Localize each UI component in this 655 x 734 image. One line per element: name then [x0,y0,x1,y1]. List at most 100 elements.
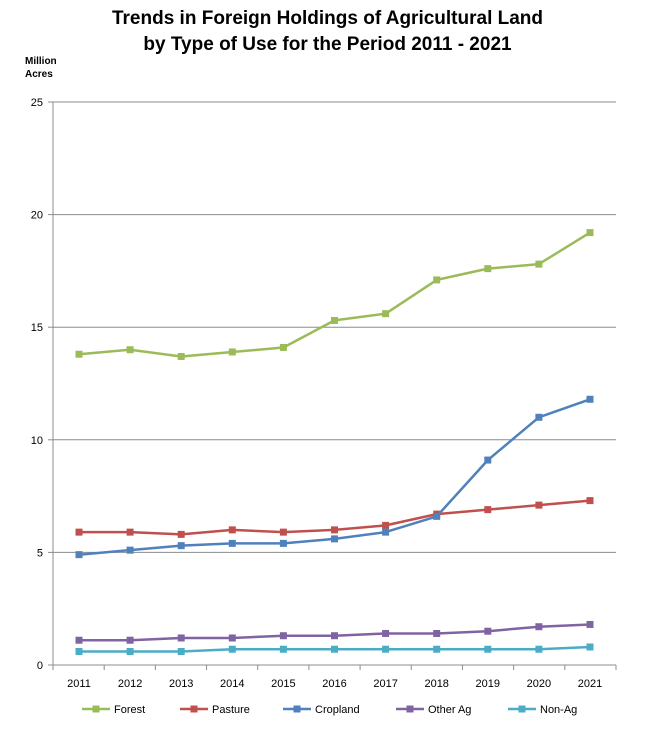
x-tick-label-2020: 2020 [527,678,551,690]
data-point-pasture-2015 [279,528,287,536]
legend-label-other-ag: Other Ag [428,704,471,716]
series-non-ag [75,643,594,655]
data-point-pasture-2017 [382,521,390,529]
data-point-forest-2021 [586,229,594,237]
chart-title: Trends in Foreign Holdings of Agricultur… [0,6,655,58]
x-tick-label-2013: 2013 [169,678,193,690]
data-point-cropland-2020 [535,413,543,421]
series-other-ag [75,620,594,644]
y-tick-label-5: 5 [37,547,43,559]
series-pasture [75,497,594,538]
legend-label-cropland: Cropland [315,704,360,716]
legend-swatch-marker-pasture [190,705,198,713]
y-tick-label-15: 15 [31,322,43,334]
data-point-non-ag-2013 [177,647,185,655]
legend-swatch-marker-non-ag [518,705,526,713]
y-tick-label-20: 20 [31,210,43,222]
y-axis-label-line-2: Acres [25,69,53,80]
x-tick-label-2015: 2015 [271,678,295,690]
chart-title-line-1: Trends in Foreign Holdings of Agricultur… [111,8,544,29]
x-tick-label-2017: 2017 [373,678,397,690]
data-point-non-ag-2020 [535,645,543,653]
data-point-pasture-2013 [177,530,185,538]
data-point-cropland-2017 [382,528,390,536]
data-point-non-ag-2018 [433,645,441,653]
data-point-cropland-2011 [75,551,83,559]
data-point-pasture-2016 [331,526,338,534]
y-axis-label: Million Acres [25,55,85,81]
data-point-cropland-2015 [279,539,287,547]
data-point-non-ag-2014 [228,645,236,653]
y-tick-label-10: 10 [31,435,43,447]
data-point-forest-2020 [535,260,543,268]
x-tick-label-2018: 2018 [424,678,448,690]
series-cropland [75,395,594,559]
data-point-pasture-2020 [535,501,543,509]
data-point-pasture-2012 [126,528,134,536]
data-point-other-ag-2014 [228,634,236,642]
data-point-forest-2012 [126,346,134,354]
data-point-cropland-2016 [331,535,338,543]
chart-title-line-2: by Type of Use for the Period 2011 - 202… [143,34,512,55]
y-axis-label-line-1: Million [25,56,57,67]
data-point-forest-2014 [228,348,236,356]
data-point-other-ag-2020 [535,623,543,631]
series-line-forest [78,231,591,358]
y-tick-label-0: 0 [37,660,43,672]
x-tick-labels: 2011 2012 2013 2014 2015 2016 2017 2018 2019 2020… [67,678,602,690]
data-point-other-ag-2017 [382,629,390,637]
legend-item-other-ag: Other Ag [396,704,471,716]
data-point-other-ag-2015 [279,632,287,640]
data-point-forest-2015 [279,343,287,351]
data-point-non-ag-2012 [126,647,134,655]
legend-item-pasture: Pasture [180,704,250,716]
data-point-other-ag-2019 [484,627,492,635]
data-point-non-ag-2017 [382,645,390,653]
data-point-forest-2013 [177,352,185,360]
legend-label-pasture: Pasture [212,704,250,716]
data-point-non-ag-2021 [586,643,594,651]
data-point-other-ag-2012 [126,636,134,644]
series-forest [75,229,594,360]
x-tick-label-2021: 2021 [578,678,602,690]
data-point-forest-2017 [382,310,390,318]
x-tick-label-2016: 2016 [322,678,346,690]
data-point-cropland-2013 [177,542,185,550]
data-point-forest-2019 [484,265,492,273]
data-point-forest-2016 [331,316,338,324]
series-lines [75,229,594,655]
data-point-cropland-2018 [433,512,441,520]
x-tick-label-2019: 2019 [476,678,500,690]
x-tick-label-2012: 2012 [118,678,142,690]
y-tick-label-25: 25 [31,97,43,109]
y-tick-labels: 0 5 10 15 20 25 [31,97,43,672]
legend-item-forest: Forest [82,704,145,716]
data-point-pasture-2011 [75,528,83,536]
data-point-other-ag-2016 [331,632,338,640]
data-point-cropland-2012 [126,546,134,554]
legend: Forest Pasture Cropland Other Ag Non-Ag [82,704,577,716]
data-point-non-ag-2011 [75,647,83,655]
data-point-other-ag-2018 [433,629,441,637]
data-point-forest-2018 [433,276,441,284]
gridlines [48,101,616,666]
data-point-cropland-2021 [586,395,594,403]
x-tick-label-2014: 2014 [220,678,244,690]
x-tick-label-2011: 2011 [67,678,91,690]
data-point-pasture-2019 [484,506,492,514]
legend-item-cropland: Cropland [283,704,360,716]
data-point-non-ag-2015 [279,645,287,653]
data-point-other-ag-2021 [586,620,594,628]
data-point-forest-2011 [75,350,83,358]
data-point-cropland-2014 [228,539,236,547]
data-point-other-ag-2011 [75,636,83,644]
legend-swatch-marker-forest [92,705,100,713]
legend-item-non-ag: Non-Ag [508,704,577,716]
data-point-pasture-2014 [228,526,236,534]
legend-label-forest: Forest [114,704,145,716]
legend-label-non-ag: Non-Ag [540,704,577,716]
data-point-other-ag-2013 [177,634,185,642]
data-point-pasture-2021 [586,497,594,505]
data-point-non-ag-2016 [331,645,338,653]
